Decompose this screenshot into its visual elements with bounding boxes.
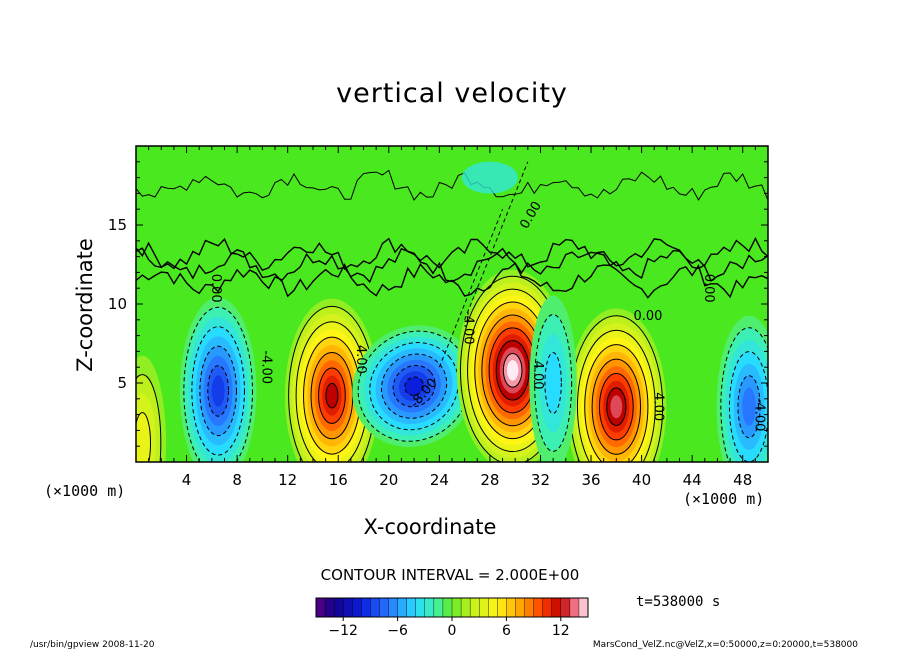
- colorbar-swatch: [406, 597, 417, 618]
- contour-interval-text: CONTOUR INTERVAL = 2.000E+00: [320, 566, 580, 584]
- colorbar-swatch: [424, 597, 435, 618]
- contour-label: -4.00: [258, 350, 273, 384]
- colorbar-swatch: [451, 597, 462, 618]
- colorbar-swatch: [379, 597, 390, 618]
- contour-level: [544, 352, 562, 414]
- contour-level: [136, 412, 152, 462]
- colorbar-swatch: [315, 597, 326, 618]
- x-axis-label: X-coordinate: [363, 515, 497, 539]
- contour-label: 0.00: [701, 274, 716, 303]
- colorbar-swatch: [370, 597, 380, 618]
- upper-contour-lines: [136, 161, 768, 368]
- x-tick-label: 48: [733, 471, 752, 489]
- y-axis: 5 10 15: [108, 145, 768, 463]
- colorbar-swatch: [506, 597, 516, 618]
- contour-level: [506, 360, 519, 381]
- colorbar-swatch: [569, 597, 580, 618]
- colorbar-swatch: [542, 597, 553, 618]
- y-tick-label: 5: [117, 374, 127, 392]
- cell-updraft-4: [566, 308, 667, 462]
- contour-level: [325, 382, 339, 409]
- cell-updraft-1: [284, 298, 379, 462]
- x-tick-label: 44: [683, 471, 702, 489]
- contour-level: [404, 376, 424, 396]
- colorbar-swatch: [524, 597, 535, 618]
- x-tick-label: 20: [379, 471, 398, 489]
- x-tick-label: 24: [430, 471, 449, 489]
- colorbar-swatch: [515, 597, 526, 618]
- contour-label: 4.00: [530, 361, 545, 390]
- colorbar-tick-label: 6: [502, 623, 511, 639]
- colorbar-swatch: [352, 597, 362, 618]
- y-tick-label: 15: [108, 216, 127, 234]
- colorbar-swatch: [361, 597, 371, 618]
- chart-title: vertical velocity: [336, 78, 568, 109]
- colorbar-swatch: [460, 597, 471, 618]
- footer-left: /usr/bin/gpview 2008-11-20: [30, 640, 155, 650]
- colorbar: [315, 597, 589, 618]
- colorbar-swatch: [578, 597, 589, 618]
- contour-level: [742, 387, 756, 426]
- cell-updraft-6: [136, 355, 167, 462]
- colorbar-swatch: [551, 597, 562, 618]
- zero-contour-line: [136, 262, 768, 299]
- velocity-field: [136, 269, 768, 462]
- colorbar-tick-label: 0: [448, 623, 457, 639]
- x-tick-label: 36: [581, 471, 600, 489]
- colorbar-swatch: [433, 597, 444, 618]
- x-tick-label: 28: [480, 471, 499, 489]
- x-tick-label: 12: [278, 471, 297, 489]
- colorbar-ticks: −12 −6 0 6 12: [328, 617, 570, 639]
- colorbar-tick-label: −12: [328, 623, 358, 639]
- colorbar-swatch: [469, 597, 480, 618]
- colorbar-tick-label: −6: [387, 623, 408, 639]
- contour-label: -4.00: [751, 398, 766, 432]
- y-tick-label: 10: [108, 295, 127, 313]
- contour-level: [610, 395, 623, 419]
- cell-downdraft-7: [529, 295, 577, 462]
- cell-downdraft-5: [716, 315, 768, 462]
- time-label: t=538000 s: [636, 594, 721, 610]
- x-unit-right: (×1000 m): [683, 490, 765, 508]
- colorbar-swatch: [333, 597, 344, 618]
- zero-contour-line: [136, 247, 768, 284]
- contour-level: [211, 375, 225, 407]
- upper-downdraft-patch: [461, 161, 518, 194]
- colorbar-swatch: [343, 597, 353, 618]
- negative-contour-line: [464, 161, 529, 320]
- x-tick-label: 4: [182, 471, 192, 489]
- colorbar-swatch: [488, 597, 498, 618]
- colorbar-swatch: [442, 597, 453, 618]
- y-axis-label: Z-coordinate: [73, 238, 97, 372]
- colorbar-swatch: [388, 597, 399, 618]
- footer-right: MarsCond_VelZ.nc@VelZ,x=0:50000,z=0:2000…: [592, 640, 858, 650]
- contour-label: 4.00: [650, 392, 665, 421]
- zero-contour-line: [136, 237, 768, 271]
- colorbar-swatch: [533, 597, 544, 618]
- cell-downdraft-0: [179, 297, 257, 462]
- colorbar-swatch: [324, 597, 335, 618]
- contour-label: 4.00: [353, 345, 368, 374]
- negative-contour-line: [438, 209, 504, 368]
- colorbar-swatch: [397, 597, 408, 618]
- contour-label: 0.00: [633, 309, 662, 324]
- contour-label: -4.00: [461, 311, 476, 345]
- colorbar-swatch: [497, 597, 507, 618]
- x-tick-label: 32: [531, 471, 550, 489]
- x-tick-label: 16: [329, 471, 348, 489]
- colorbar-swatch: [415, 597, 426, 618]
- contour-label: 0.00: [208, 274, 223, 303]
- zero-contour-line: [136, 169, 768, 201]
- colorbar-swatch: [479, 597, 489, 618]
- cell-downdraft-2: [352, 325, 476, 448]
- x-unit-left: (×1000 m): [44, 482, 126, 500]
- colorbar-swatch: [560, 597, 571, 618]
- colorbar-tick-label: 12: [552, 623, 570, 639]
- x-tick-label: 8: [232, 471, 242, 489]
- x-tick-label: 40: [632, 471, 651, 489]
- x-axis: 4 8 12 16 20 24 28 32 36 40 44 48: [135, 146, 769, 489]
